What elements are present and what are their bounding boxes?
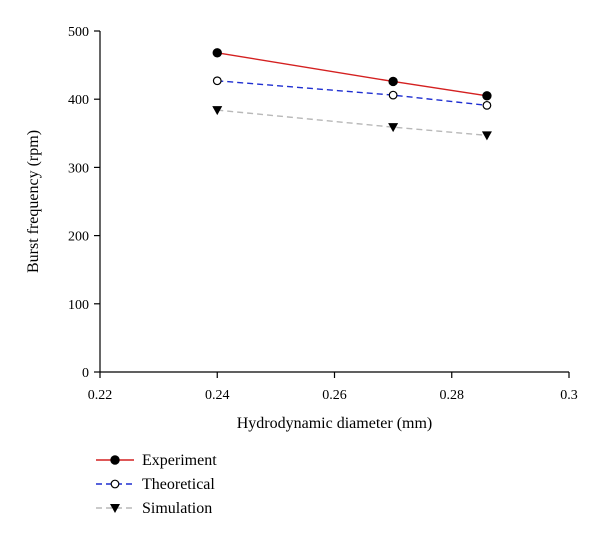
data-point bbox=[388, 90, 398, 100]
series-theoretical bbox=[212, 76, 492, 110]
x-tick-label: 0.22 bbox=[88, 388, 113, 403]
y-tick-label: 0 bbox=[82, 366, 89, 381]
series-simulation bbox=[212, 106, 492, 141]
legend-marker bbox=[110, 504, 120, 513]
data-point bbox=[388, 123, 399, 133]
y-tick-label: 200 bbox=[68, 230, 89, 245]
y-tick-label: 300 bbox=[68, 161, 89, 176]
y-axis-label: Burst frequency (rpm) bbox=[25, 130, 42, 273]
data-point bbox=[482, 91, 492, 101]
y-tick-label: 400 bbox=[68, 93, 89, 108]
data-point bbox=[481, 131, 492, 141]
data-point bbox=[212, 76, 222, 86]
x-axis-label: Hydrodynamic diameter (mm) bbox=[237, 415, 433, 432]
x-tick-label: 0.28 bbox=[440, 388, 465, 403]
legend-item: Theoretical bbox=[96, 476, 215, 493]
series-line bbox=[217, 52, 488, 97]
legend-marker bbox=[110, 479, 120, 489]
x-tick-label: 0.26 bbox=[322, 388, 347, 403]
y-axis-ticks: 0 100 200 300 400 500 bbox=[68, 25, 100, 381]
x-tick-label: 0.3 bbox=[560, 388, 578, 403]
series-line bbox=[217, 109, 487, 137]
legend-item: Simulation bbox=[96, 500, 212, 517]
data-point bbox=[388, 76, 398, 87]
x-axis-ticks: 0.22 0.24 0.26 0.28 0.3 bbox=[88, 372, 578, 403]
legend: Experiment Theoretical Simulation bbox=[96, 452, 217, 517]
legend-label: Experiment bbox=[142, 452, 217, 469]
data-point bbox=[482, 100, 492, 110]
legend-marker bbox=[110, 455, 120, 465]
series-experiment bbox=[212, 48, 492, 101]
legend-label: Theoretical bbox=[142, 476, 215, 493]
data-point bbox=[212, 106, 223, 116]
y-tick-label: 100 bbox=[68, 298, 89, 313]
series-line bbox=[217, 80, 488, 107]
legend-item: Experiment bbox=[96, 452, 217, 469]
x-tick-label: 0.24 bbox=[205, 388, 230, 403]
y-tick-label: 500 bbox=[68, 25, 89, 40]
legend-label: Simulation bbox=[142, 500, 212, 517]
data-point bbox=[212, 48, 222, 58]
plot-area: 0.22 0.24 0.26 0.28 0.3 0 100 200 300 400 500 bbox=[68, 25, 578, 403]
series-layer bbox=[212, 48, 492, 141]
